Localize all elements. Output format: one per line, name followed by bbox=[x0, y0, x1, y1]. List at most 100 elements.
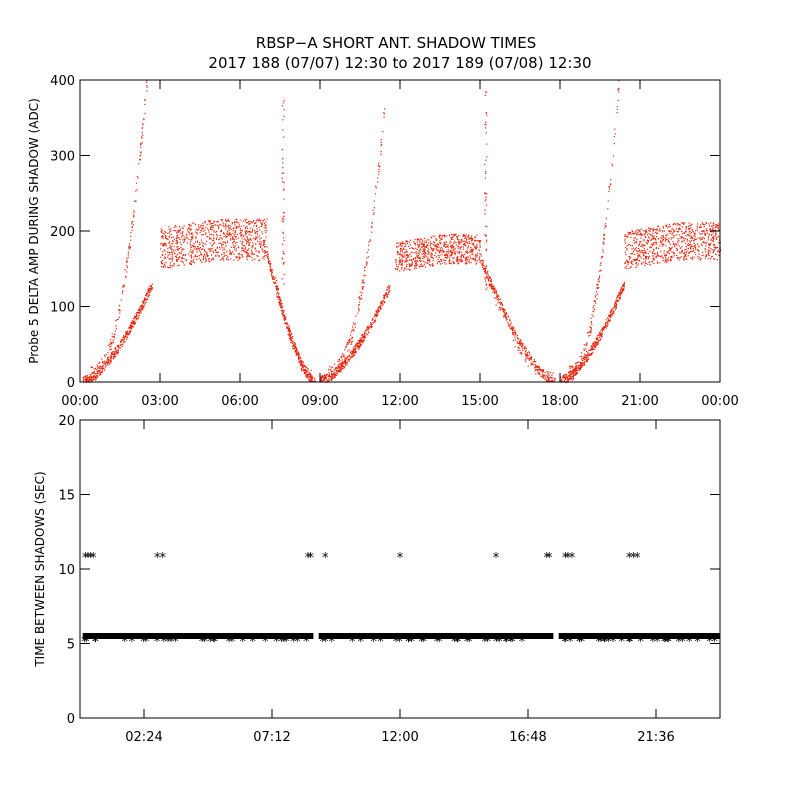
amplitude-point bbox=[488, 275, 490, 278]
amplitude-point bbox=[500, 302, 502, 305]
amplitude-point bbox=[634, 259, 636, 261]
amplitude-point bbox=[219, 223, 221, 225]
amplitude-point bbox=[359, 337, 361, 339]
amplitude-point bbox=[519, 344, 521, 346]
amplitude-point bbox=[441, 253, 443, 256]
amplitude-point bbox=[96, 365, 99, 367]
amplitude-point bbox=[266, 246, 268, 248]
amplitude-point bbox=[425, 266, 427, 268]
amplitude-point bbox=[450, 262, 452, 264]
amplitude-point bbox=[460, 238, 462, 241]
amplitude-point bbox=[380, 139, 382, 141]
chart-title-line1: RBSP−A SHORT ANT. SHADOW TIMES bbox=[256, 34, 536, 52]
amplitude-point bbox=[411, 247, 413, 249]
amplitude-point bbox=[652, 232, 654, 234]
amplitude-point bbox=[630, 253, 632, 255]
amplitude-point bbox=[361, 337, 363, 339]
amplitude-point bbox=[669, 243, 671, 245]
amplitude-point bbox=[209, 238, 211, 240]
amplitude-point bbox=[589, 354, 591, 356]
amplitude-point bbox=[263, 218, 266, 221]
amplitude-point bbox=[207, 254, 209, 257]
amplitude-point bbox=[333, 372, 335, 375]
amplitude-point bbox=[397, 242, 399, 244]
amplitude-point bbox=[135, 190, 137, 192]
amplitude-point bbox=[177, 259, 179, 261]
amplitude-point bbox=[498, 309, 500, 311]
amplitude-point bbox=[343, 354, 345, 356]
amplitude-point bbox=[713, 223, 715, 225]
amplitude-point bbox=[179, 256, 181, 258]
amplitude-point bbox=[582, 361, 584, 364]
amplitude-point bbox=[266, 255, 268, 257]
amplitude-point bbox=[446, 257, 448, 259]
amplitude-point bbox=[461, 240, 463, 242]
amplitude-point bbox=[463, 242, 465, 245]
amplitude-point bbox=[237, 259, 239, 261]
amplitude-point bbox=[202, 234, 204, 236]
amplitude-point bbox=[439, 263, 441, 265]
amplitude-point bbox=[423, 248, 425, 250]
amplitude-point bbox=[111, 333, 113, 335]
amplitude-point bbox=[438, 236, 440, 238]
amplitude-point bbox=[496, 296, 498, 298]
amplitude-point bbox=[660, 250, 662, 252]
amplitude-point bbox=[685, 253, 687, 255]
amplitude-point bbox=[324, 375, 326, 377]
amplitude-point bbox=[569, 371, 571, 373]
amplitude-point bbox=[636, 252, 638, 254]
amplitude-point bbox=[449, 254, 451, 256]
amplitude-point bbox=[372, 318, 374, 321]
amplitude-point bbox=[179, 238, 181, 241]
amplitude-point bbox=[150, 285, 152, 287]
amplitude-point bbox=[164, 244, 166, 246]
amplitude-point bbox=[704, 234, 706, 236]
amplitude-point bbox=[423, 261, 425, 263]
amplitude-point bbox=[604, 325, 606, 327]
amplitude-point bbox=[173, 265, 175, 267]
amplitude-point bbox=[673, 251, 675, 253]
amplitude-point bbox=[385, 292, 387, 294]
amplitude-point bbox=[112, 335, 115, 337]
amplitude-point bbox=[500, 301, 503, 304]
amplitude-point bbox=[420, 257, 422, 260]
amplitude-point bbox=[228, 220, 230, 222]
amplitude-point bbox=[387, 286, 389, 288]
amplitude-point bbox=[105, 361, 107, 364]
amplitude-point bbox=[403, 254, 405, 256]
amplitude-point bbox=[682, 240, 684, 242]
amplitude-point bbox=[569, 366, 571, 368]
amplitude-point bbox=[479, 240, 481, 242]
amplitude-point bbox=[167, 256, 169, 258]
amplitude-point bbox=[643, 240, 645, 242]
amplitude-point bbox=[708, 223, 710, 225]
amplitude-point bbox=[634, 249, 636, 251]
amplitude-point bbox=[337, 368, 339, 370]
amplitude-point bbox=[389, 285, 391, 287]
amplitude-point bbox=[355, 351, 357, 353]
amplitude-point bbox=[426, 239, 428, 241]
amplitude-point bbox=[712, 222, 714, 224]
amplitude-point bbox=[105, 362, 107, 364]
amplitude-point bbox=[525, 350, 527, 352]
amplitude-point bbox=[625, 254, 627, 256]
amplitude-point bbox=[499, 309, 501, 311]
amplitude-point bbox=[616, 297, 618, 299]
amplitude-point bbox=[194, 246, 196, 248]
amplitude-point bbox=[689, 233, 691, 235]
amplitude-point bbox=[163, 233, 165, 235]
amplitude-point bbox=[507, 321, 509, 323]
amplitude-point bbox=[642, 230, 644, 232]
amplitude-point bbox=[530, 363, 533, 365]
amplitude-point bbox=[638, 245, 640, 247]
amplitude-point bbox=[386, 293, 388, 295]
amplitude-point bbox=[149, 292, 151, 294]
amplitude-point bbox=[547, 376, 549, 378]
amplitude-point bbox=[88, 377, 90, 379]
amplitude-point bbox=[616, 106, 619, 108]
amplitude-point bbox=[341, 362, 343, 364]
amplitude-point bbox=[169, 264, 171, 266]
amplitude-point bbox=[410, 259, 412, 261]
amplitude-point bbox=[629, 233, 631, 235]
amplitude-point bbox=[551, 380, 553, 382]
